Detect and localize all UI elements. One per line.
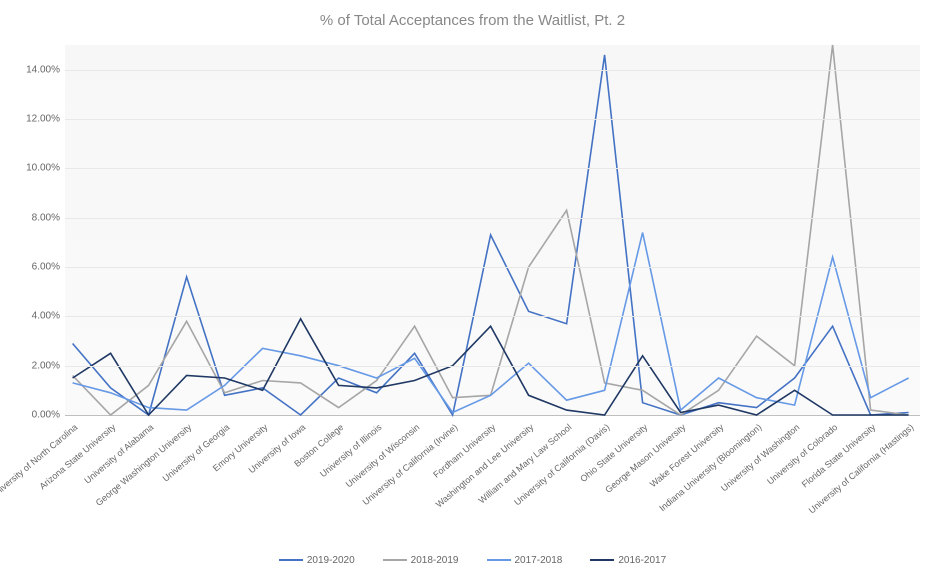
series-line	[73, 233, 909, 413]
chart-title: % of Total Acceptances from the Waitlist…	[0, 0, 945, 29]
x-tick-label: Arizona State University	[37, 422, 117, 491]
legend-swatch	[487, 559, 511, 561]
x-tick-label: University of Wisconsin	[343, 422, 421, 489]
legend-item: 2016-2017	[590, 555, 666, 566]
y-tick-label: 4.00%	[10, 311, 60, 322]
y-tick-label: 12.00%	[10, 114, 60, 125]
legend-item: 2019-2020	[279, 555, 355, 566]
y-tick-label: 8.00%	[10, 212, 60, 223]
x-tick-label: University of Georgia	[160, 422, 231, 484]
series-line	[73, 55, 909, 415]
legend-swatch	[279, 559, 303, 561]
x-axis: University of North CarolinaArizona Stat…	[65, 418, 920, 528]
x-tick-label: University of Colorado	[765, 422, 839, 487]
series-line	[73, 45, 909, 415]
gridline	[65, 119, 920, 120]
gridline	[65, 316, 920, 317]
legend-item: 2018-2019	[383, 555, 459, 566]
y-tick-label: 0.00%	[10, 410, 60, 421]
series-line	[73, 319, 909, 415]
x-tick-label: Wake Forest University	[648, 422, 725, 489]
x-tick-label: Ohio State University	[578, 422, 649, 484]
gridline	[65, 218, 920, 219]
legend-swatch	[383, 559, 407, 561]
line-chart: % of Total Acceptances from the Waitlist…	[0, 0, 945, 574]
legend-label: 2017-2018	[515, 555, 563, 566]
gridline	[65, 366, 920, 367]
legend-label: 2018-2019	[411, 555, 459, 566]
plot-area	[65, 45, 920, 416]
y-tick-label: 10.00%	[10, 163, 60, 174]
legend-item: 2017-2018	[487, 555, 563, 566]
gridline	[65, 168, 920, 169]
x-tick-label: University of Alabama	[82, 422, 155, 486]
y-tick-label: 2.00%	[10, 360, 60, 371]
y-tick-label: 14.00%	[10, 64, 60, 75]
legend: 2019-2020 2018-2019 2017-2018 2016-2017	[0, 555, 945, 566]
legend-label: 2019-2020	[307, 555, 355, 566]
gridline	[65, 70, 920, 71]
legend-swatch	[590, 559, 614, 561]
chart-lines	[65, 45, 920, 415]
legend-label: 2016-2017	[618, 555, 666, 566]
gridline	[65, 267, 920, 268]
y-tick-label: 6.00%	[10, 262, 60, 273]
x-tick-label: Florida State University	[799, 422, 877, 489]
